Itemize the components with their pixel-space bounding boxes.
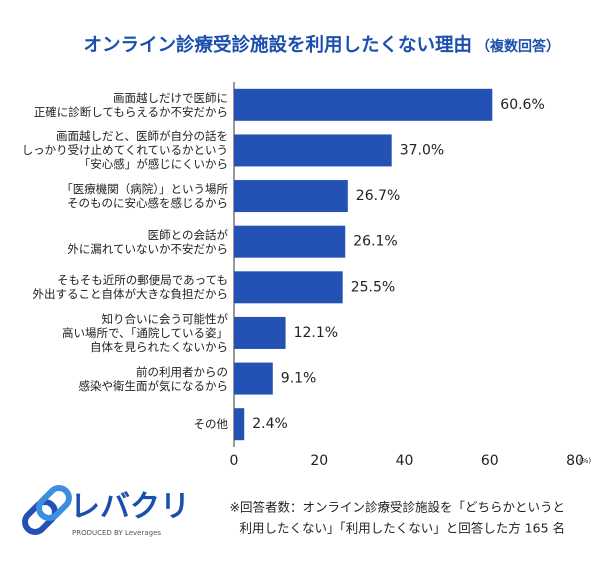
logo: レバクリ PRODUCED BY Leverages [22,485,190,537]
x-tick-label: 40 [396,453,414,469]
logo-link [22,499,58,535]
value-label: 26.1% [353,234,397,250]
x-unit: (%) [579,457,591,465]
category-label: 画面越しだけで医師に 正確に診断してもらえるか不安だから [33,90,228,119]
bar [234,180,348,213]
category-label: 前の利用者からの 感染や衛生面が気になるから [78,364,229,393]
value-label: 12.1% [294,325,338,341]
note-line: ※回答者数：オンライン診療受診施設を「どちらかというと [230,500,565,515]
x-tick-label: 20 [310,453,328,469]
bar [234,316,286,349]
value-label: 60.6% [500,97,544,113]
logo-link [36,485,72,521]
category-label: 医師との会話が 外に漏れていないか不安だから [67,227,228,256]
bar [234,362,273,395]
x-tick-label: 60 [481,453,499,469]
x-tick-label: 0 [230,453,239,469]
bar [234,88,493,121]
bar [234,134,392,167]
bar [234,271,343,304]
logo-name: レバクリ [70,490,190,525]
category-label: 「医療機関（病院）」という場所 そのものに安心感を感じるから [61,182,228,211]
bar [234,225,346,258]
note-line: 利用したくない」「利用したくない」と回答した方 165 名 [239,521,565,536]
category-label: 画面越しだと、医師が自分の話を しっかり受け止めてくれているかという 「安心感」… [21,129,228,172]
chart-title: オンライン診療受診施設を利用したくない理由 [83,34,472,56]
x-tick-label: 80 [566,453,584,469]
value-label: 26.7% [356,188,400,204]
value-label: 25.5% [351,279,395,295]
logo-tagline: PRODUCED BY Leverages [72,529,161,537]
value-label: 9.1% [281,371,317,387]
value-label: 2.4% [252,416,288,432]
category-label: そもそも近所の郵便局であっても 外出すること自体が大きな負担だから [32,273,229,302]
category-label: その他 [193,417,229,432]
value-label: 37.0% [400,142,444,158]
chart-subtitle: （複数回答） [476,38,560,55]
category-label: 知り合いに会う可能性が 高い場所で、「通院している姿」 自体を見られたくないから [62,311,228,354]
bar [234,408,245,441]
